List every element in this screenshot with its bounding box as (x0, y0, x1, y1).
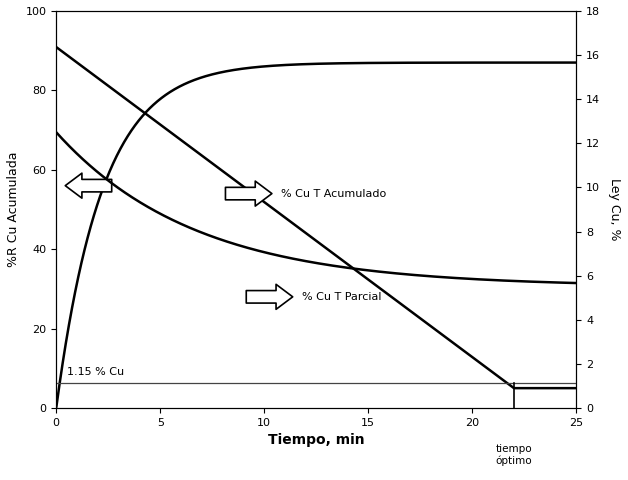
X-axis label: Tiempo, min: Tiempo, min (268, 433, 365, 447)
Text: % Cu T Parcial: % Cu T Parcial (301, 292, 381, 302)
Y-axis label: Ley Cu, %: Ley Cu, % (608, 178, 621, 241)
Text: % Cu T Acumulado: % Cu T Acumulado (281, 189, 386, 199)
Text: 1.15 % Cu: 1.15 % Cu (67, 367, 124, 377)
Y-axis label: %R Cu Acumulada: %R Cu Acumulada (7, 152, 20, 267)
Text: tiempo
óptimo: tiempo óptimo (495, 444, 533, 466)
